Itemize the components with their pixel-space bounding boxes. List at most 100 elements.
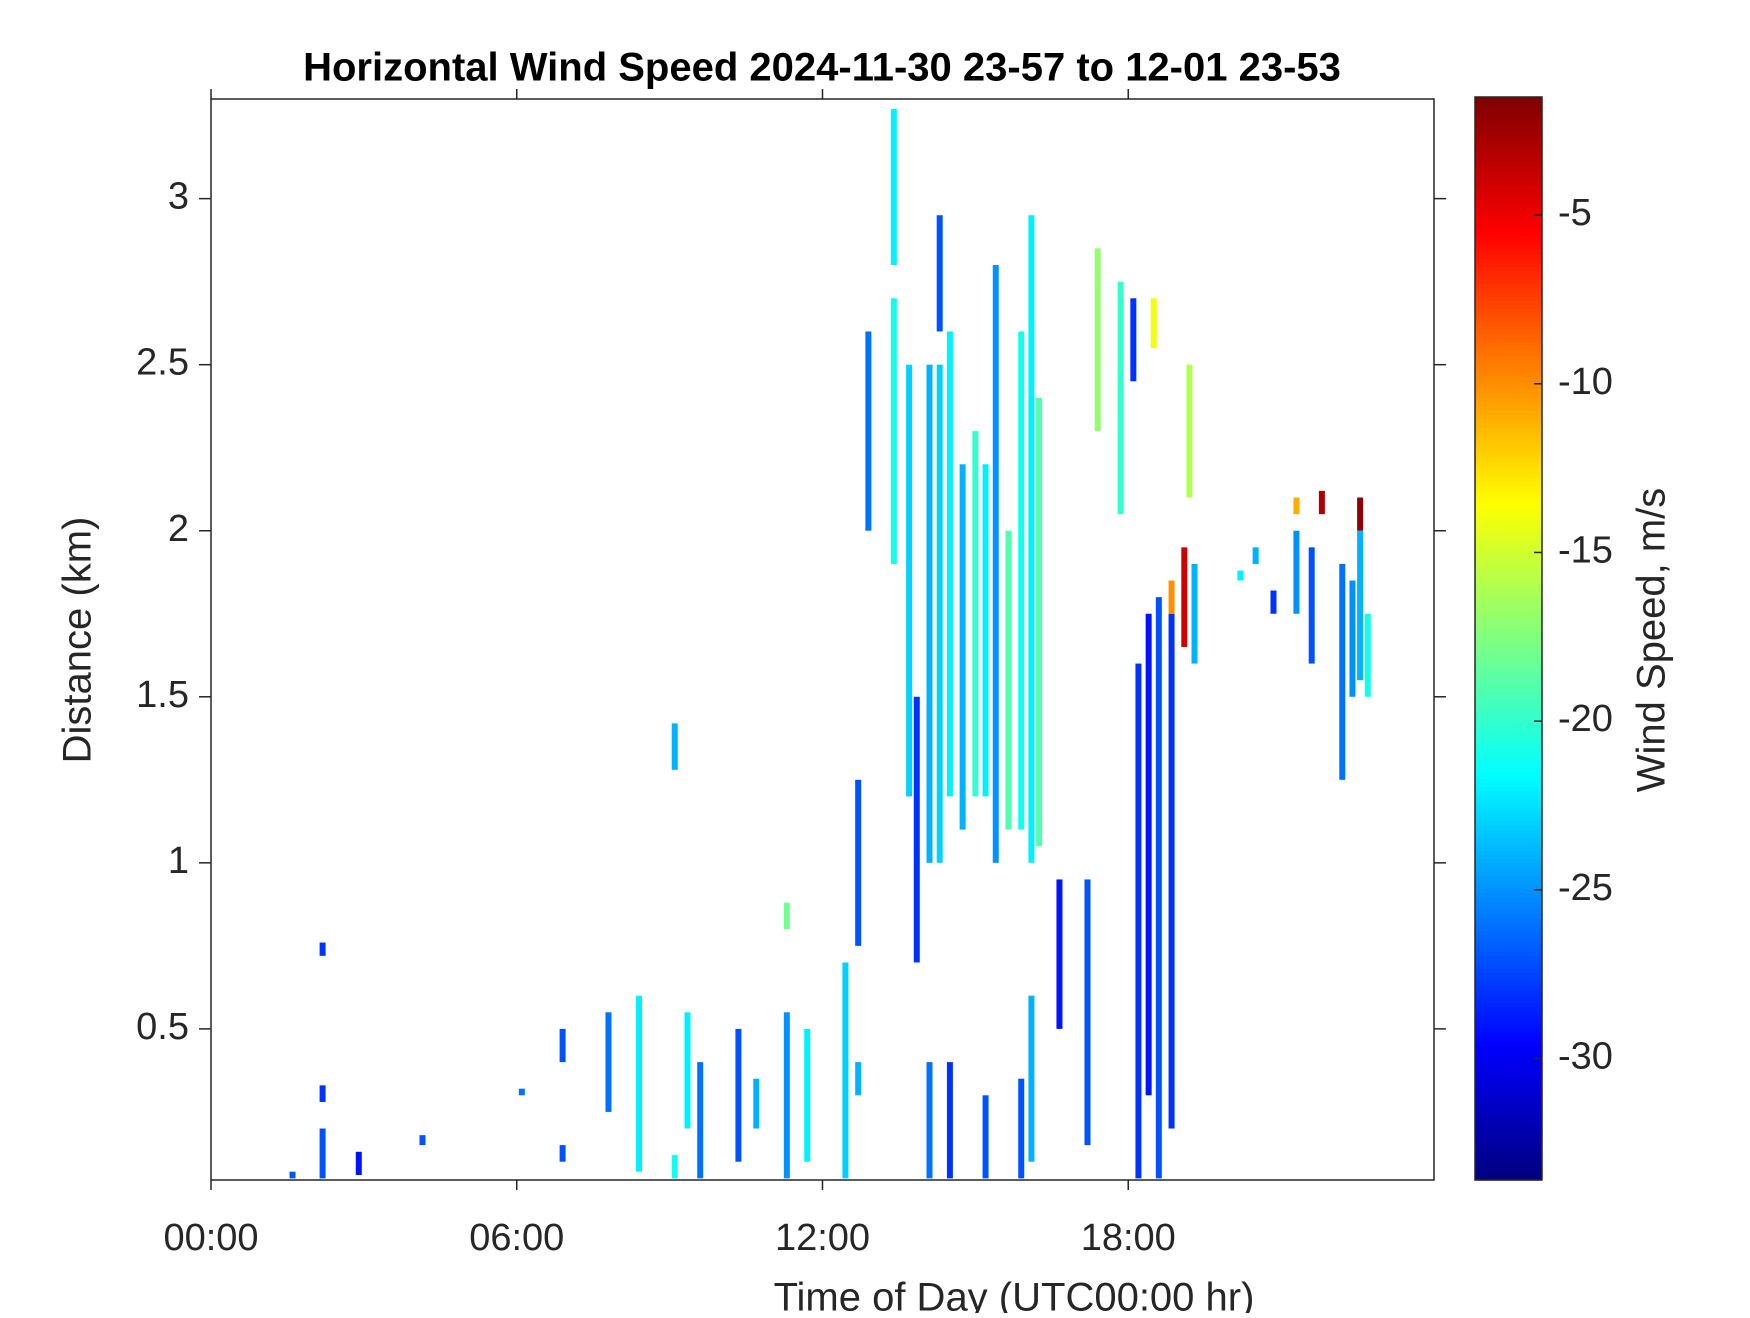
colorbar-slice: [1475, 875, 1542, 881]
colorbar-slice: [1475, 1078, 1542, 1084]
colorbar-slice: [1475, 164, 1542, 170]
colorbar-slice: [1475, 735, 1542, 741]
colorbar-slice: [1475, 575, 1542, 580]
chart-title: Horizontal Wind Speed 2024-11-30 23-57 t…: [303, 46, 1341, 90]
heatmap-cell: [1094, 248, 1101, 432]
colorbar-slice: [1475, 536, 1542, 542]
colorbar-slice: [1475, 930, 1542, 936]
colorbar-slice: [1475, 232, 1542, 238]
heatmap-cell: [289, 1171, 296, 1179]
colorbar-slice: [1475, 807, 1542, 813]
heatmap-cell: [972, 431, 979, 797]
colorbar-slice: [1475, 943, 1542, 948]
colorbar-slice: [1475, 862, 1542, 868]
heatmap-cell: [671, 1155, 678, 1179]
colorbar-tick-label: -30: [1558, 1036, 1613, 1078]
colorbar-slice: [1475, 1027, 1542, 1033]
colorbar-slice: [1475, 1048, 1542, 1054]
heatmap-cell: [855, 779, 862, 946]
heatmap-cell: [855, 1062, 862, 1096]
heatmap-cell: [671, 723, 678, 770]
colorbar-slice: [1475, 1091, 1542, 1096]
colorbar-slice: [1475, 1112, 1542, 1118]
colorbar-slice: [1475, 998, 1542, 1003]
colorbar-tick-label: -5: [1558, 192, 1592, 234]
heatmap-cell: [1084, 879, 1091, 1146]
x-tick-label: 00:00: [163, 1217, 258, 1259]
colorbar-slice: [1475, 871, 1542, 877]
colorbar-slice: [1475, 1171, 1542, 1177]
colorbar-slice: [1475, 333, 1542, 339]
heatmap-cell: [559, 1028, 566, 1063]
heatmap-cell: [804, 1028, 811, 1162]
colorbar-slice: [1475, 981, 1542, 986]
heatmap-cell: [865, 331, 872, 531]
colorbar-slice: [1475, 316, 1542, 322]
colorbar-slice: [1475, 1044, 1542, 1050]
colorbar-slice: [1475, 524, 1542, 530]
colorbar-slice: [1475, 363, 1542, 369]
heatmap-cell: [936, 215, 943, 332]
y-axis-label: Distance (km): [56, 517, 100, 764]
colorbar-slice: [1475, 926, 1542, 932]
colorbar-slice: [1475, 304, 1542, 310]
colorbar-slice: [1475, 473, 1542, 479]
colorbar-slice: [1475, 160, 1542, 166]
colorbar-slice: [1475, 744, 1542, 750]
colorbar-slice: [1475, 976, 1542, 982]
heatmap-cell: [1036, 397, 1043, 847]
colorbar-slice: [1475, 1082, 1542, 1088]
heatmap-cell: [1130, 298, 1137, 382]
colorbar-slice: [1475, 833, 1542, 838]
colorbar-slice: [1475, 964, 1542, 970]
colorbar-slice: [1475, 1103, 1542, 1109]
colorbar-slice: [1475, 236, 1542, 242]
colorbar-slice: [1475, 1019, 1542, 1025]
colorbar-slice: [1475, 405, 1542, 411]
colorbar-slice: [1475, 883, 1542, 889]
colorbar-slice: [1475, 655, 1542, 661]
colorbar-slice: [1475, 477, 1542, 483]
heatmap-cell: [1168, 580, 1175, 614]
colorbar-slice: [1475, 1095, 1542, 1101]
colorbar-slice: [1475, 156, 1542, 162]
colorbar-slice: [1475, 253, 1542, 259]
colorbar-slice: [1475, 608, 1542, 614]
colorbar-slice: [1475, 888, 1542, 893]
heatmap-cell: [1237, 570, 1244, 581]
colorbar-slice: [1475, 465, 1542, 470]
colorbar-slice: [1475, 257, 1542, 263]
colorbar-slice: [1475, 1133, 1542, 1139]
colorbar-slice: [1475, 600, 1542, 606]
colorbar-slice: [1475, 1146, 1542, 1151]
colorbar-slice: [1475, 642, 1542, 648]
colorbar-slice: [1475, 816, 1542, 822]
colorbar-slice: [1475, 414, 1542, 420]
colorbar-slice: [1475, 367, 1542, 373]
colorbar-slice: [1475, 905, 1542, 910]
heatmap-cell: [890, 298, 897, 564]
colorbar-slice: [1475, 748, 1542, 754]
colorbar-slice: [1475, 190, 1542, 195]
colorbar-slice: [1475, 638, 1542, 644]
colorbar-slice: [1475, 841, 1542, 847]
colorbar-slice: [1475, 689, 1542, 695]
colorbar-slice: [1475, 494, 1542, 500]
colorbar-slice: [1475, 697, 1542, 703]
colorbar-tick-label: -25: [1558, 867, 1613, 909]
colorbar-slice: [1475, 892, 1542, 898]
colorbar-slice: [1475, 410, 1542, 415]
colorbar-slice: [1475, 566, 1542, 572]
colorbar-slice: [1475, 765, 1542, 771]
heatmap-cell: [1005, 530, 1012, 830]
colorbar-slice: [1475, 388, 1542, 394]
heatmap-cell: [1293, 530, 1300, 614]
colorbar-slice: [1475, 731, 1542, 737]
colorbar-slice: [1475, 723, 1542, 728]
heatmap-cell: [926, 1062, 933, 1179]
colorbar-slice: [1475, 528, 1542, 534]
colorbar-slice: [1475, 1086, 1542, 1092]
colorbar-slice: [1475, 219, 1542, 225]
colorbar-slice: [1475, 769, 1542, 775]
heatmap-cell: [355, 1151, 362, 1176]
